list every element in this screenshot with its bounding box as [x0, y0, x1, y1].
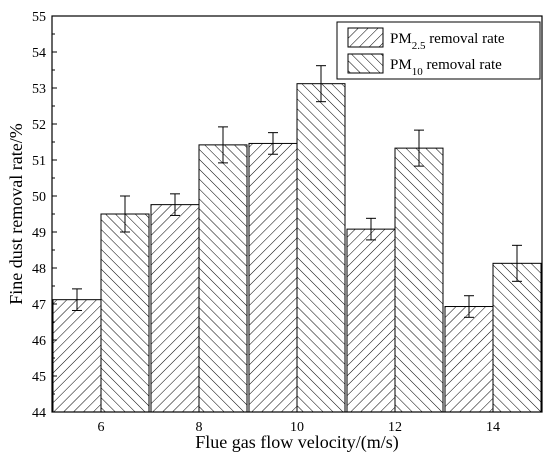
bar-s1-2: [296, 83, 346, 413]
y-tick-label-2: 46: [32, 334, 46, 349]
y-tick-label-11: 55: [32, 10, 46, 25]
bar-s1-4: [492, 262, 542, 413]
y-axis-title: Fine dust removal rate/%: [6, 123, 26, 304]
bar-s0-0: [52, 299, 102, 413]
legend-label-pm25: PM2.5 removal rate: [390, 31, 505, 52]
x-tick-label-0: 6: [98, 420, 105, 435]
x-tick-label-1: 8: [196, 420, 203, 435]
x-axis-title: Flue gas flow velocity/(m/s): [195, 432, 398, 453]
y-tick-label-0: 44: [32, 406, 46, 421]
bar-s1-1: [198, 144, 248, 413]
x-tick-label-4: 14: [486, 420, 500, 435]
plot-frame: [51, 15, 543, 413]
bar-s0-3: [346, 228, 396, 413]
y-tick-label-7: 51: [32, 154, 46, 169]
y-tick-label-9: 53: [32, 82, 46, 97]
y-tick-label-10: 54: [32, 46, 46, 61]
bar-s0-1: [150, 204, 200, 413]
x-tick-label-2: 10: [290, 420, 304, 435]
x-tick-label-3: 12: [388, 420, 402, 435]
y-tick-label-4: 48: [32, 262, 46, 277]
y-tick-label-1: 45: [32, 370, 46, 385]
y-tick-label-3: 47: [32, 298, 46, 313]
y-tick-label-6: 50: [32, 190, 46, 205]
legend-swatch-pm25: [347, 27, 384, 48]
bar-s1-0: [100, 213, 150, 413]
bar-s1-3: [394, 147, 444, 413]
y-tick-label-5: 49: [32, 226, 46, 241]
bar-s0-2: [248, 142, 298, 413]
legend: PM2.5 removal rate PM10 removal rate: [336, 21, 541, 80]
legend-label-pm10: PM10 removal rate: [390, 57, 502, 78]
y-tick-label-8: 52: [32, 118, 46, 133]
bar-s0-4: [444, 306, 494, 413]
legend-swatch-pm10: [347, 53, 384, 74]
